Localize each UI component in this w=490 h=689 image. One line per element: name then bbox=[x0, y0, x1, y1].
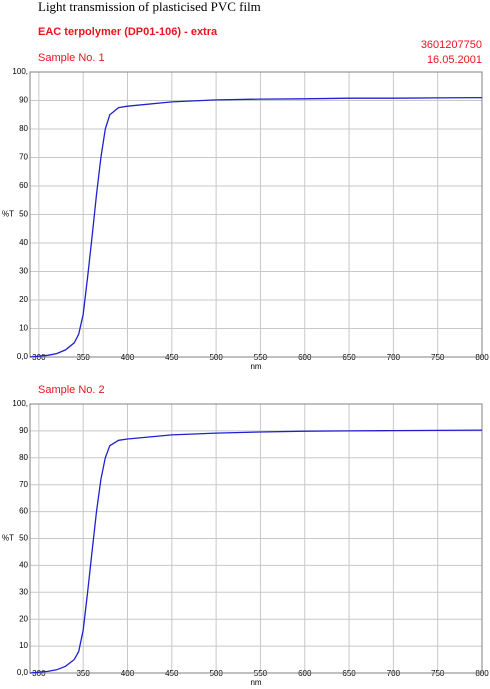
x-tick-label: 550 bbox=[254, 353, 268, 362]
y-axis-label: %T bbox=[2, 210, 14, 219]
y-tick-label: 30 bbox=[19, 587, 28, 596]
code: 3601207750 bbox=[421, 39, 482, 51]
x-tick-label: 400 bbox=[121, 669, 135, 678]
data-line bbox=[29, 96, 483, 358]
y-tick-label: 50 bbox=[19, 210, 28, 219]
x-tick-label: 750 bbox=[431, 669, 445, 678]
y-tick-label: 50 bbox=[19, 534, 28, 543]
y-tick-label: 40 bbox=[19, 561, 28, 570]
x-tick-label: 700 bbox=[387, 669, 401, 678]
y-tick-label: 90 bbox=[19, 426, 28, 435]
y-tick-label: 20 bbox=[19, 295, 28, 304]
x-tick-label: 350 bbox=[76, 669, 90, 678]
y-tick-label: 70 bbox=[19, 153, 28, 162]
y-tick-label: 100, bbox=[12, 67, 28, 76]
x-tick-label: 450 bbox=[165, 353, 179, 362]
x-tick-label: 650 bbox=[342, 669, 356, 678]
x-tick-label: 300 bbox=[32, 669, 46, 678]
x-tick-label: 400 bbox=[121, 353, 135, 362]
x-tick-label: 600 bbox=[298, 669, 312, 678]
date: 16.05.2001 bbox=[427, 54, 482, 66]
y-tick-label: 10 bbox=[19, 641, 28, 650]
x-axis-label: nm bbox=[250, 678, 261, 687]
x-tick-label: 300 bbox=[32, 353, 46, 362]
x-tick-label: 350 bbox=[76, 353, 90, 362]
x-axis-label: nm bbox=[250, 362, 261, 371]
data-line bbox=[29, 429, 483, 674]
x-tick-label: 550 bbox=[254, 669, 268, 678]
y-tick-label: 10 bbox=[19, 324, 28, 333]
x-tick-label: 800 bbox=[475, 353, 489, 362]
chart-title: Sample No. 2 bbox=[38, 384, 105, 396]
x-tick-label: 450 bbox=[165, 669, 179, 678]
x-tick-label: 750 bbox=[431, 353, 445, 362]
x-tick-label: 500 bbox=[209, 353, 223, 362]
y-tick-label: 30 bbox=[19, 267, 28, 276]
y-tick-label: 70 bbox=[19, 480, 28, 489]
y-tick-label: 80 bbox=[19, 124, 28, 133]
x-tick-label: 700 bbox=[387, 353, 401, 362]
chart-title: Sample No. 1 bbox=[38, 52, 105, 64]
x-tick-label: 800 bbox=[475, 669, 489, 678]
y-tick-label: 0,0 bbox=[17, 352, 29, 361]
y-tick-label: 90 bbox=[19, 96, 28, 105]
x-tick-label: 650 bbox=[342, 353, 356, 362]
x-tick-label: 600 bbox=[298, 353, 312, 362]
y-tick-label: 60 bbox=[19, 507, 28, 516]
y-tick-label: 80 bbox=[19, 453, 28, 462]
y-tick-label: 100, bbox=[12, 399, 28, 408]
y-axis-label: %T bbox=[2, 534, 14, 543]
y-tick-label: 40 bbox=[19, 238, 28, 247]
plot-frame bbox=[29, 403, 483, 674]
x-tick-label: 500 bbox=[209, 669, 223, 678]
y-tick-label: 20 bbox=[19, 614, 28, 623]
y-tick-label: 0,0 bbox=[17, 668, 29, 677]
y-tick-label: 60 bbox=[19, 181, 28, 190]
plot-frame bbox=[29, 71, 483, 358]
subtitle: EAC terpolymer (DP01-106) - extra bbox=[38, 26, 218, 38]
page-title: Light transmission of plasticised PVC fi… bbox=[38, 0, 261, 14]
